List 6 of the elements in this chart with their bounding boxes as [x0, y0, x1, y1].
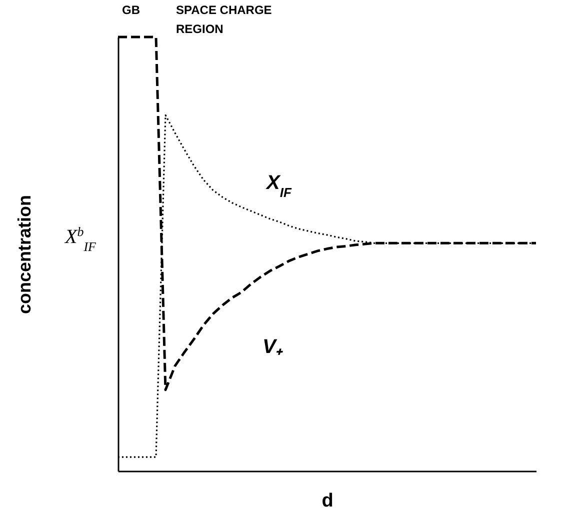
text: SPACE CHARGE REGION — [176, 3, 272, 36]
y-axis-title: concentration — [14, 194, 34, 314]
x-axis-title: d — [322, 490, 334, 512]
series-label: X$_{IF}$ — [266, 172, 292, 200]
text: GB — [122, 3, 140, 17]
text: V₊ — [262, 336, 283, 358]
